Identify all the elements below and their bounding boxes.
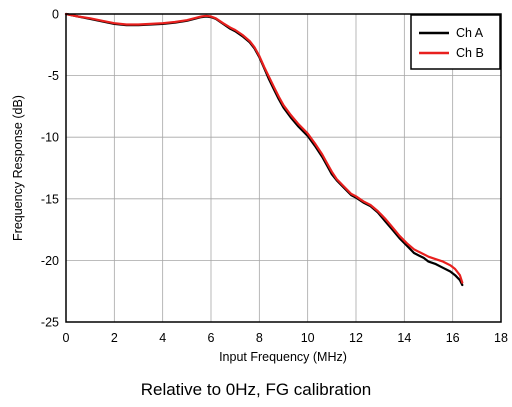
plot-frame [65,13,502,323]
x-tick-label: 16 [446,331,460,345]
y-tick-label: -15 [41,192,59,206]
chart-caption: Relative to 0Hz, FG calibration [140,380,372,399]
x-tick-label: 12 [349,331,363,345]
legend-label-ch-b: Ch B [456,46,484,60]
x-tick-label: 4 [159,331,166,345]
series-line-ch-b [64,12,464,284]
y-tick-label: -25 [41,316,59,330]
series-layer [64,12,464,287]
legend-box [410,14,501,70]
legend-label-ch-a: Ch A [456,26,484,40]
y-tick-label: -20 [41,254,59,268]
x-tick-label: 6 [208,331,215,345]
series-line-ch-a [64,12,464,287]
x-tick-label: 10 [301,331,315,345]
x-tick-label: 8 [256,331,263,345]
legend: Ch A Ch B [410,14,501,70]
x-tick-label: 14 [397,331,411,345]
frequency-response-chart: 0 2 4 6 8 10 12 14 16 18 0 -5 -10 -15 -20 -25 Input Fre… [11,8,508,365]
x-tick-label: 2 [111,331,118,345]
x-axis-label: Input Frequency (MHz) [219,350,347,364]
x-tick-label: 0 [63,331,70,345]
tick-labels: 0 2 4 6 8 10 12 14 16 18 0 -5 -10 -15 -20 -25 [41,8,508,346]
y-tick-label: -10 [41,131,59,145]
y-axis-label: Frequency Response (dB) [11,95,25,241]
grid-lines [66,14,501,322]
y-tick-label: -5 [48,69,59,83]
y-tick-label: 0 [52,8,59,22]
x-tick-label: 18 [494,331,508,345]
